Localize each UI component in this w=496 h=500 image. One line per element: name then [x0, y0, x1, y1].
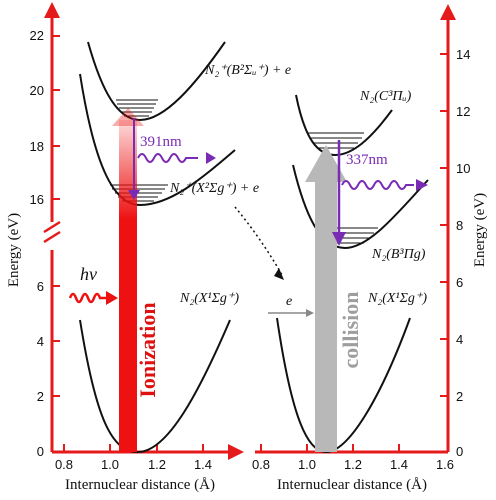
- right-xtick-1.2: 1.2: [344, 457, 362, 472]
- right-ytick-8: 8: [456, 218, 463, 233]
- collision-bar: [315, 180, 337, 452]
- photon-label: hν: [80, 264, 97, 284]
- 391nm-label: 391nm: [140, 134, 182, 150]
- 391nm-transition-arrowhead: [128, 190, 140, 200]
- left-ytick-2: 2: [37, 389, 44, 404]
- 337nm-label: 337nm: [346, 152, 388, 168]
- left-y-axis-title: Energy (eV): [6, 213, 22, 287]
- electron-label: e: [286, 294, 292, 309]
- ionization-arrow-head: [112, 108, 144, 126]
- left-xtick-0.8: 0.8: [55, 457, 73, 472]
- right-y-axis: [440, 4, 456, 452]
- right-ytick-4: 4: [456, 332, 463, 347]
- 337nm-transition-arrowhead: [332, 232, 346, 246]
- left-xtick-1.2: 1.2: [148, 457, 166, 472]
- left-y-axis: [43, 2, 61, 452]
- right-ytick-14: 14: [456, 47, 470, 62]
- left-ytick-22: 22: [30, 28, 44, 43]
- left-state-b2: N₂⁺(B²Σᵤ⁺) + e: [204, 63, 291, 78]
- collision-label: collision: [338, 291, 363, 368]
- left-state-ground: N₂(X¹Σg⁺): [179, 291, 239, 306]
- 391nm-emission-wave: [137, 153, 198, 163]
- left-ytick-16: 16: [30, 192, 44, 207]
- ionization-label: Ionization: [135, 302, 160, 397]
- right-ytick-2: 2: [456, 389, 463, 404]
- left-x-axis-title: Internuclear distance (Å): [65, 477, 215, 493]
- right-state-ground: N₂(X¹Σg⁺): [367, 291, 427, 306]
- right-xtick-1.6: 1.6: [436, 457, 454, 472]
- collision-arrow-head: [305, 145, 347, 182]
- right-ytick-10: 10: [456, 161, 470, 176]
- right-c3-vibrational-levels: [308, 132, 364, 149]
- right-ytick-12: 12: [456, 104, 470, 119]
- left-ytick-6: 6: [37, 279, 44, 294]
- right-xtick-1.4: 1.4: [390, 457, 408, 472]
- right-xtick-1.0: 1.0: [298, 457, 316, 472]
- right-ytick-6: 6: [456, 275, 463, 290]
- ionization-bar: [119, 120, 137, 452]
- right-x-axis: [255, 444, 448, 454]
- electron-arrowhead: [306, 309, 314, 317]
- right-b3-potential-curve: [292, 164, 429, 250]
- right-y-axis-title: Energy (eV): [472, 193, 488, 267]
- left-x2-vibrational-levels: [110, 184, 168, 202]
- left-ytick-0: 0: [37, 444, 44, 459]
- right-ytick-0: 0: [456, 444, 463, 459]
- left-b2-vibrational-levels: [116, 99, 158, 117]
- photon-wave: [68, 292, 110, 304]
- 391nm-emission-arrowhead: [206, 152, 216, 164]
- right-c3-potential-curve: [295, 94, 393, 157]
- photon-arrowhead: [106, 291, 118, 305]
- left-ground-potential-curve: [79, 319, 231, 454]
- left-ytick-4: 4: [37, 334, 44, 349]
- right-x-axis-title: Internuclear distance (Å): [277, 477, 427, 493]
- right-state-c3: N₂(C³Πᵤ): [359, 89, 412, 104]
- right-xtick-0.8: 0.8: [252, 457, 270, 472]
- left-xtick-1.4: 1.4: [194, 457, 212, 472]
- electron-dotted-arrowhead: [274, 268, 284, 280]
- left-b2-ion-potential-curve: [87, 41, 226, 122]
- left-state-x2: N₂⁺(X²Σg⁺) + e: [169, 181, 259, 196]
- left-ytick-20: 20: [30, 83, 44, 98]
- 337nm-emission-arrowhead: [416, 179, 428, 191]
- 337nm-emission-wave: [341, 180, 414, 190]
- right-state-b3: N₂(B³Πg): [371, 247, 426, 262]
- electron-dotted-path: [234, 206, 283, 276]
- left-x2-ion-potential-curve: [79, 73, 236, 207]
- left-ytick-18: 18: [30, 139, 44, 154]
- left-xtick-1.0: 1.0: [101, 457, 119, 472]
